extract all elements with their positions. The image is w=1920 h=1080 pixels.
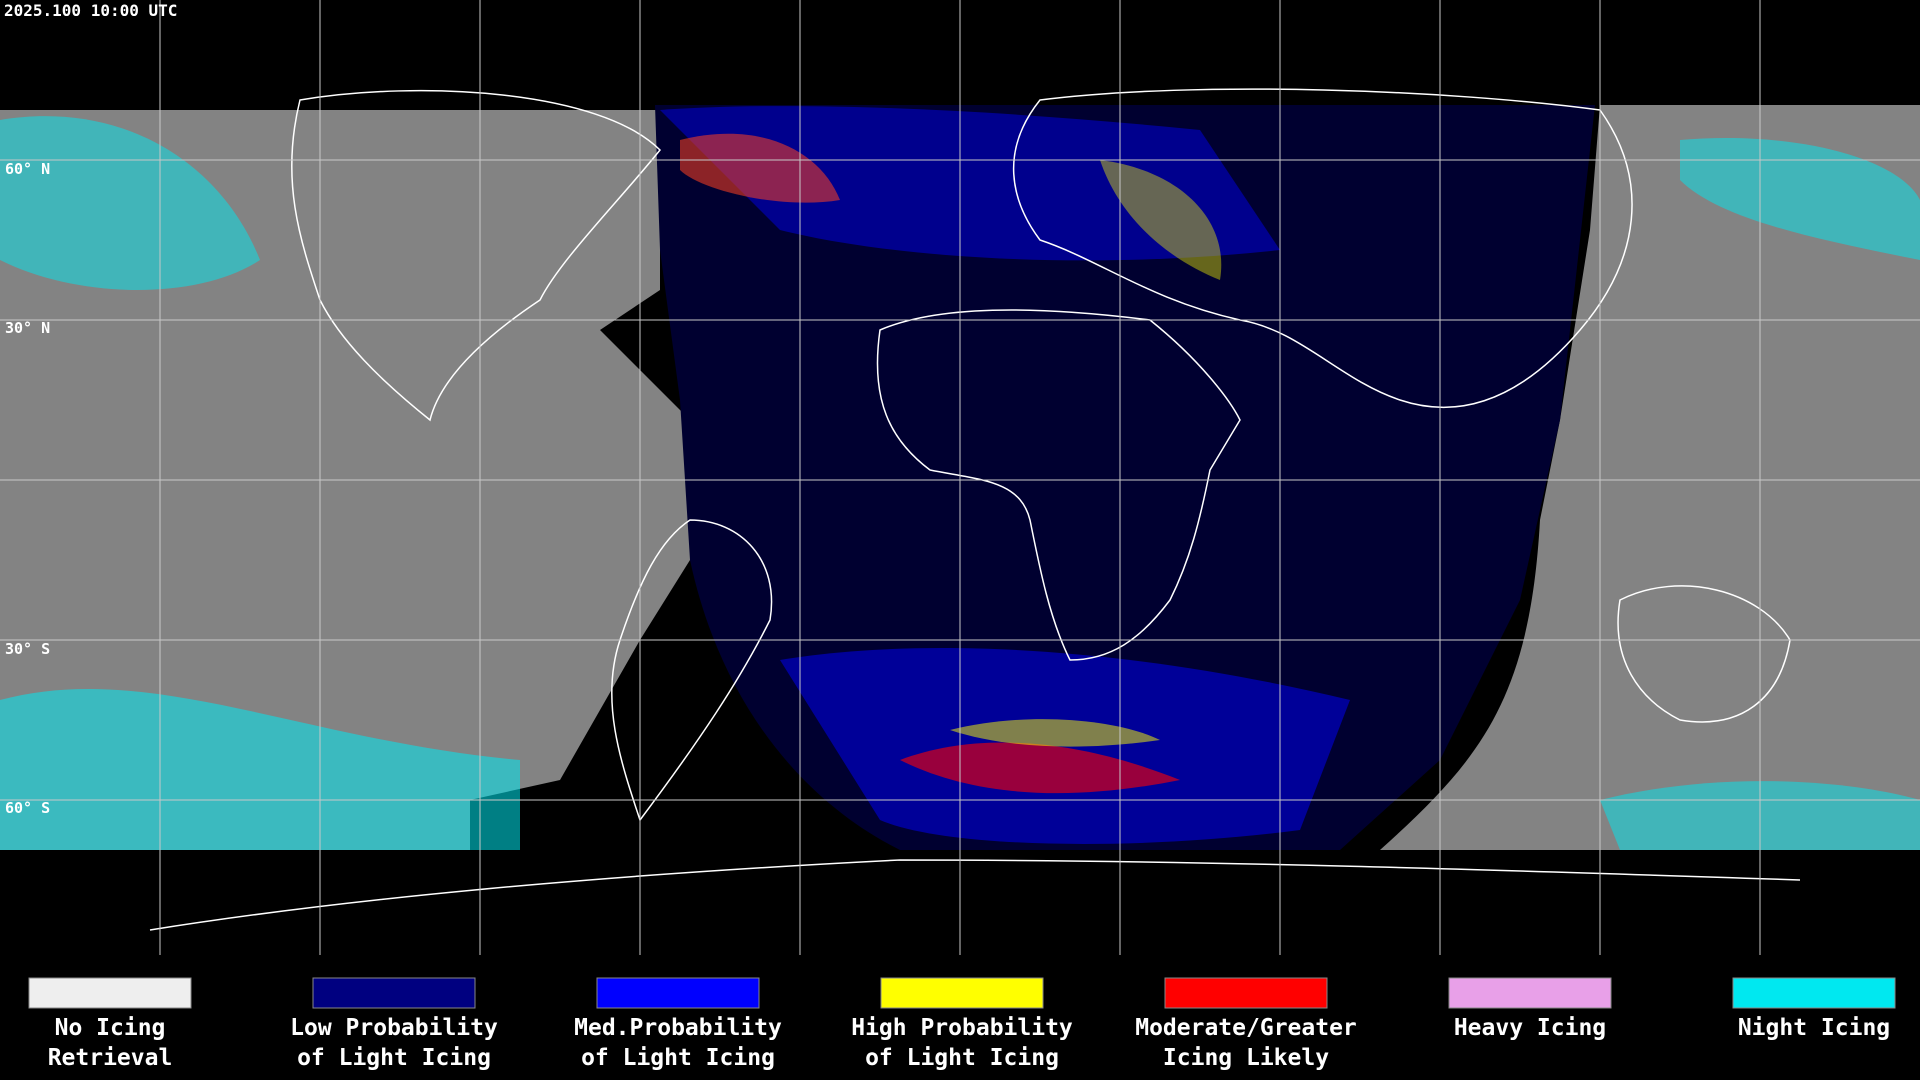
legend: No Icing Retrieval Low Probability of Light… <box>28 977 1896 1071</box>
graticule <box>0 0 1920 955</box>
moderate-icing-area <box>900 742 1180 794</box>
latitude-label: 60° N <box>5 160 50 178</box>
legend-swatch <box>1164 977 1328 1009</box>
latitude-label: 60° S <box>5 799 50 817</box>
australia-outline <box>1617 585 1791 723</box>
legend-label: Low Probability <box>290 1015 498 1041</box>
antarctica-outline <box>149 859 1801 931</box>
legend-label: Med.Probability <box>574 1015 782 1041</box>
legend-label: High Probability <box>851 1015 1073 1041</box>
legend-label: Heavy Icing <box>1454 1015 1606 1041</box>
cloud-area-east <box>1380 105 1920 850</box>
legend-swatch <box>880 977 1044 1009</box>
legend-swatch <box>312 977 476 1009</box>
north-america-outline <box>291 89 662 422</box>
legend-label: Retrieval <box>48 1045 173 1071</box>
timestamp: 2025.100 10:00 UTC <box>4 1 177 20</box>
legend-swatch <box>1732 977 1896 1009</box>
high-icing-area <box>950 719 1160 747</box>
legend-label: of Light Icing <box>865 1045 1059 1071</box>
night-icing-area <box>1680 138 1920 260</box>
legend-swatch <box>28 977 192 1009</box>
latitude-labels: 60° N 30° N 30° S 60° S <box>5 160 50 817</box>
legend-label: Icing Likely <box>1163 1045 1329 1071</box>
legend-label: Moderate/Greater <box>1135 1015 1357 1041</box>
legend-swatch <box>596 977 760 1009</box>
legend-label: No Icing <box>55 1015 166 1041</box>
med-icing-area <box>660 106 1280 261</box>
legend-label: of Light Icing <box>581 1045 775 1071</box>
legend-label: of Light Icing <box>297 1045 491 1071</box>
latitude-label: 30° S <box>5 640 50 658</box>
latitude-label: 30° N <box>5 319 50 337</box>
legend-swatch <box>1448 977 1612 1009</box>
eurasia-outline <box>1012 88 1633 409</box>
africa-outline <box>876 309 1241 661</box>
legend-label: Night Icing <box>1738 1015 1890 1041</box>
high-icing-area <box>1100 160 1222 280</box>
night-icing-area <box>0 688 520 850</box>
